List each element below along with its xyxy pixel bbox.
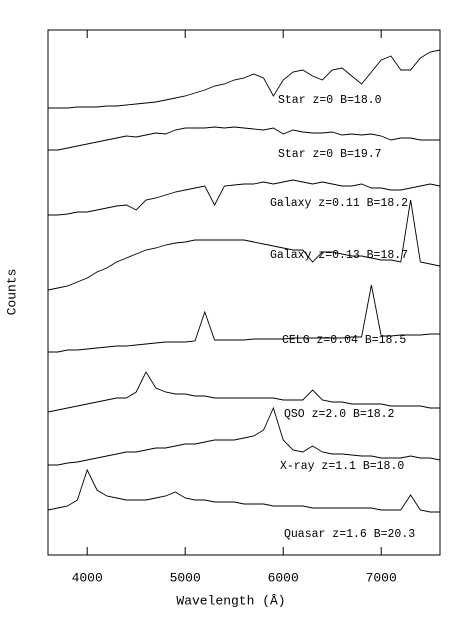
spectrum-label: CELG z=0.04 B=18.5 bbox=[282, 334, 406, 347]
spectrum-line bbox=[47, 371, 440, 413]
spectrum-label: X-ray z=1.1 B=18.0 bbox=[280, 460, 404, 473]
spectrum-label: QSO z=2.0 B=18.2 bbox=[284, 408, 395, 421]
x-axis-title: Wavelength (Å) bbox=[176, 593, 285, 608]
spectrum-line bbox=[48, 49, 441, 109]
spectrum-label: Galaxy z=0.11 B=18.2 bbox=[270, 197, 408, 210]
spectrum-label: Quasar z=1.6 B=20.3 bbox=[284, 528, 415, 541]
spectrum-line bbox=[48, 406, 441, 466]
spectrum-label: Star z=0 B=18.0 bbox=[278, 94, 382, 107]
spectrum-line bbox=[47, 199, 441, 291]
x-tick-label: 4000 bbox=[72, 570, 103, 585]
plot-frame bbox=[47, 29, 441, 556]
spectrum-label: Galaxy z=0.13 B=18.7 bbox=[270, 249, 408, 262]
x-tick-label: 5000 bbox=[170, 570, 201, 585]
spectrum-line bbox=[48, 126, 440, 151]
spectrum-line bbox=[48, 284, 440, 353]
x-tick-label: 6000 bbox=[268, 570, 299, 585]
x-tick-label: 7000 bbox=[366, 570, 397, 585]
spectrum-line bbox=[47, 468, 440, 513]
spectrum-line bbox=[48, 179, 441, 216]
spectrum-label: Star z=0 B=19.7 bbox=[278, 148, 382, 161]
y-axis-title: Counts bbox=[4, 269, 19, 316]
